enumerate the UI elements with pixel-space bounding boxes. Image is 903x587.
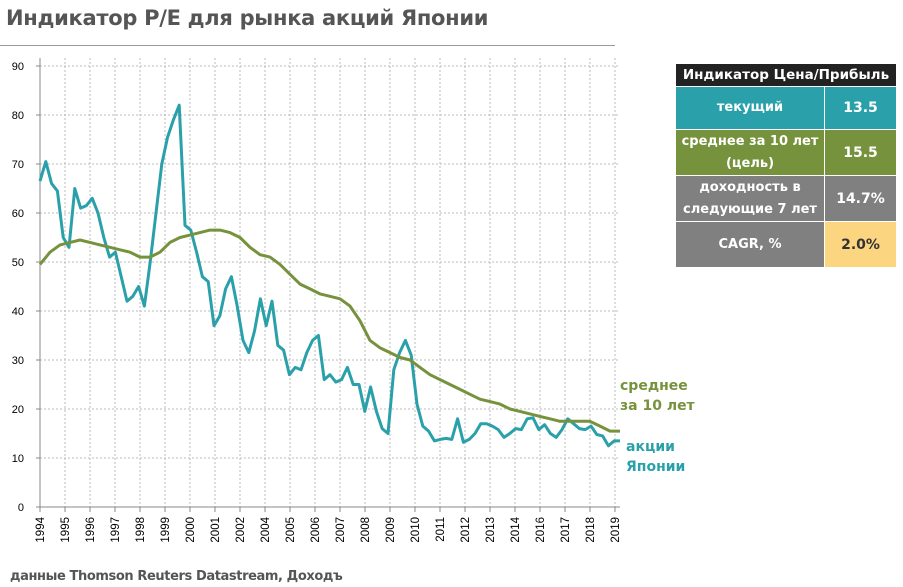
row-value: 13.5: [824, 86, 897, 130]
x-tick-label: 1998: [135, 517, 147, 543]
table-row: доходность в следующие 7 лет 14.7%: [675, 175, 897, 222]
avg-annotation-line2: за 10 лет: [620, 398, 695, 414]
title-divider: [0, 45, 615, 46]
avg-annotation: среднее за 10 лет: [620, 376, 695, 416]
y-tick-label: 80: [12, 110, 24, 122]
y-tick-label: 50: [12, 257, 24, 269]
x-tick-label: 2013: [485, 517, 497, 543]
x-tick-label: 2004: [260, 516, 272, 542]
y-tick-label: 40: [12, 306, 24, 318]
x-tick-label: 2008: [360, 517, 372, 543]
x-tick-label: 2014: [510, 516, 522, 542]
y-tick-label: 0: [18, 502, 24, 514]
series-line-0: [38, 103, 620, 448]
row-label: CAGR, %: [675, 221, 825, 268]
row-label: среднее за 10 лет (цель): [675, 129, 825, 176]
table-row: текущий 13.5: [675, 86, 897, 130]
japan-annotation: акции Японии: [626, 437, 685, 477]
y-tick-label: 90: [12, 61, 24, 73]
table-row: CAGR, % 2.0%: [675, 221, 897, 268]
table-row: среднее за 10 лет (цель) 15.5: [675, 129, 897, 176]
x-tick-label: 1997: [110, 517, 122, 543]
x-tick-label: 2010: [410, 517, 422, 543]
x-tick-label: 2016: [535, 517, 547, 543]
x-tick-label: 1994: [35, 516, 47, 542]
row-label: текущий: [675, 86, 825, 130]
x-tick-label: 1996: [85, 517, 97, 543]
x-tick-label: 2009: [385, 517, 397, 543]
x-tick-label: 2006: [310, 517, 322, 543]
x-tick-label: 2011: [435, 517, 447, 542]
y-tick-label: 10: [12, 453, 24, 465]
row-value: 2.0%: [824, 221, 897, 268]
row-value: 15.5: [824, 129, 897, 176]
y-tick-label: 70: [12, 159, 24, 171]
table-header: Индикатор Цена/Прибыль: [675, 63, 897, 87]
x-tick-label: 2018: [585, 517, 597, 543]
x-tick-label: 2001: [210, 517, 222, 543]
row-label: доходность в следующие 7 лет: [675, 175, 825, 222]
row-value: 14.7%: [824, 175, 897, 222]
x-tick-label: 2017: [560, 517, 572, 543]
y-tick-label: 60: [12, 208, 24, 220]
source-note: данные Thomson Reuters Datastream, Доход…: [10, 569, 343, 584]
x-tick-label: 2002: [235, 517, 247, 543]
avg-annotation-line1: среднее: [620, 378, 688, 394]
japan-annotation-line1: акции: [626, 439, 675, 455]
series-line-1: [38, 228, 620, 433]
x-tick-label: 2005: [285, 517, 297, 543]
x-tick-label: 1995: [60, 517, 72, 543]
y-tick-label: 20: [12, 404, 24, 416]
x-tick-label: 1999: [160, 517, 172, 543]
pe-table: Индикатор Цена/Прибыль текущий 13.5 средне…: [675, 63, 897, 268]
japan-annotation-line2: Японии: [626, 459, 686, 475]
x-tick-label: 2012: [460, 517, 472, 543]
y-tick-label: 30: [12, 355, 24, 367]
x-tick-label: 2007: [335, 517, 347, 543]
x-tick-label: 2019: [610, 517, 622, 543]
chart-title: Индикатор P/E для рынка акций Японии: [6, 6, 489, 30]
x-tick-label: 2000: [185, 517, 197, 543]
